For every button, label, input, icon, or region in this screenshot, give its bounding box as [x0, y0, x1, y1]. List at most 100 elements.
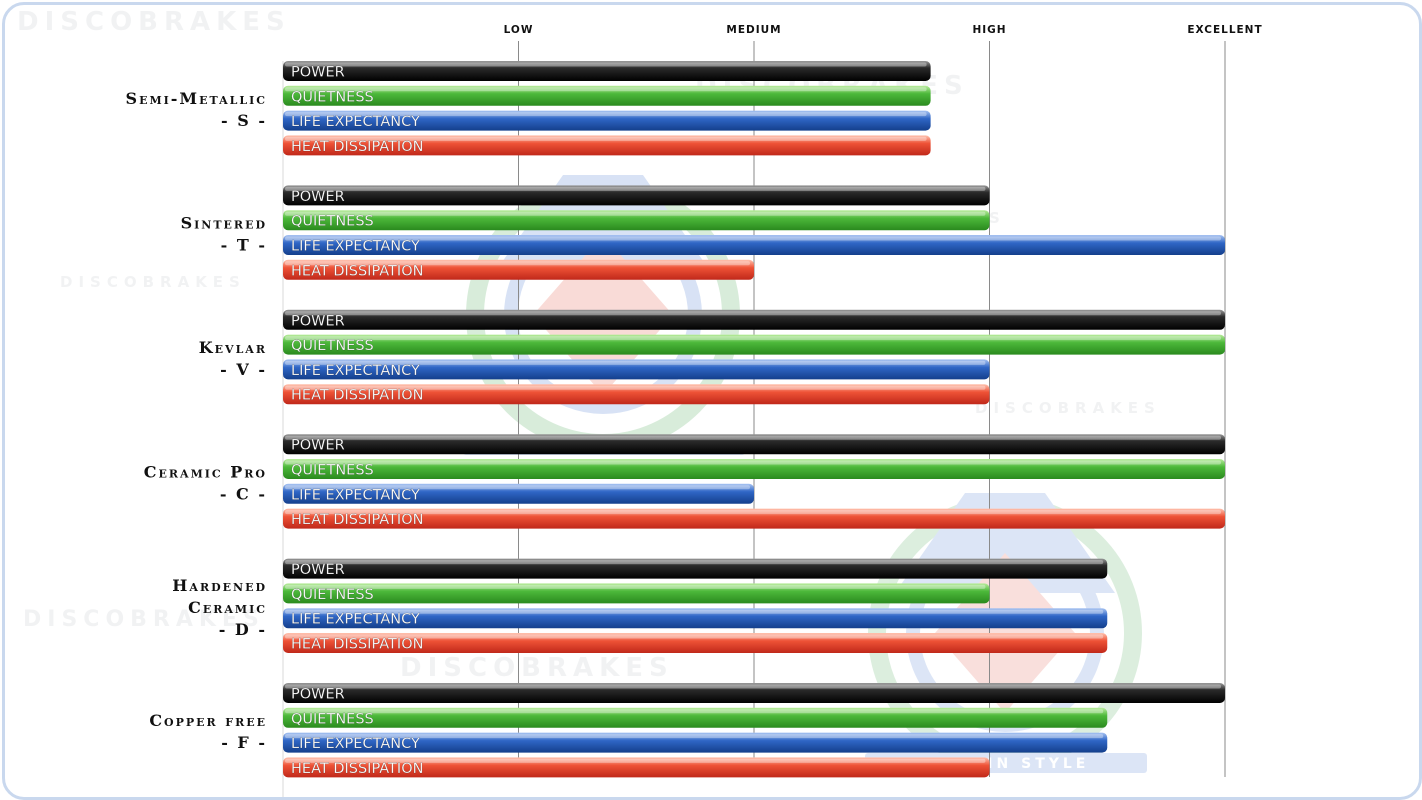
bar-gloss: [285, 62, 927, 67]
bar-heat-dissipation: HEAT DISSIPATION: [283, 135, 931, 156]
bar-gloss: [285, 734, 1104, 739]
bar-gloss: [285, 236, 1221, 241]
bar-power: POWER: [283, 309, 1225, 330]
bar-fill: [283, 259, 754, 280]
bar-label: POWER: [291, 438, 345, 454]
bar-gloss: [285, 87, 927, 92]
bar-life-expectancy: LIFE EXPECTANCY: [283, 110, 931, 131]
bar-power: POWER: [283, 61, 931, 81]
bar-gloss: [285, 634, 1104, 639]
bar-fill: [283, 309, 1225, 330]
bar-gloss: [285, 336, 1221, 341]
bar-gloss: [285, 510, 1221, 515]
bar-gloss: [285, 211, 986, 216]
bar-label: LIFE EXPECTANCY: [291, 114, 420, 130]
pad-type-label: Hardened: [172, 576, 267, 595]
bar-label: QUIETNESS: [291, 587, 374, 603]
bar-fill: [283, 85, 931, 106]
bar-heat-dissipation: HEAT DISSIPATION: [283, 633, 1108, 653]
bar-fill: [283, 459, 1225, 479]
bar-label: LIFE EXPECTANCY: [291, 612, 420, 628]
bar-gloss: [285, 460, 1221, 465]
pad-type-label: Kevlar: [199, 338, 267, 357]
bar-label: QUIETNESS: [291, 463, 374, 479]
level-label-medium: MEDIUM: [726, 24, 781, 36]
bar-gloss: [285, 186, 986, 191]
bar-gloss: [285, 385, 986, 390]
bar-fill: [283, 61, 931, 81]
bar-gloss: [285, 261, 750, 266]
bar-label: LIFE EXPECTANCY: [291, 487, 420, 503]
bar-gloss: [285, 758, 986, 763]
brake-pad-comparison-chart: STOP IN STYLESTOP IN STYLE LOWMEDIUMHIGH…: [126, 24, 1262, 797]
bar-gloss: [285, 560, 1104, 565]
bar-label: QUIETNESS: [291, 711, 374, 727]
bar-label: LIFE EXPECTANCY: [291, 736, 420, 752]
pad-type-label: - C -: [220, 484, 267, 503]
bar-label: POWER: [291, 65, 345, 81]
bar-fill: [283, 558, 1108, 579]
bar-fill: [283, 757, 990, 778]
bar-label: POWER: [291, 189, 345, 205]
bar-power: POWER: [283, 434, 1225, 455]
bar-fill: [283, 210, 990, 231]
bar-life-expectancy: LIFE EXPECTANCY: [283, 359, 990, 380]
level-label-low: LOW: [504, 24, 534, 36]
bar-fill: [283, 334, 1225, 355]
bar-fill: [283, 235, 1225, 255]
bar-label: QUIETNESS: [291, 214, 374, 230]
bar-quietness: QUIETNESS: [283, 459, 1225, 479]
bar-label: HEAT DISSIPATION: [291, 637, 423, 653]
bar-gloss: [285, 609, 1104, 614]
bar-gloss: [285, 112, 927, 117]
level-label-high: HIGH: [972, 24, 1006, 36]
pad-type-label: Ceramic: [188, 598, 267, 617]
bar-label: HEAT DISSIPATION: [291, 139, 423, 155]
bar-fill: [283, 135, 931, 156]
bar-gloss: [285, 136, 927, 141]
bar-label: HEAT DISSIPATION: [291, 263, 423, 279]
bar-heat-dissipation: HEAT DISSIPATION: [283, 757, 990, 778]
bar-gloss: [285, 584, 986, 589]
bar-quietness: QUIETNESS: [283, 85, 931, 106]
bar-quietness: QUIETNESS: [283, 334, 1225, 355]
pad-type-label: Copper free: [149, 711, 267, 730]
bar-gloss: [285, 485, 750, 490]
bar-gloss: [285, 709, 1104, 714]
metric-bars: POWER QUIETNESS LIFE EXPECTANCY HEAT DISSIP…: [283, 61, 1225, 778]
bar-label: LIFE EXPECTANCY: [291, 363, 420, 379]
bar-label: POWER: [291, 313, 345, 329]
bar-fill: [283, 583, 990, 604]
bar-fill: [283, 707, 1108, 728]
bar-power: POWER: [283, 185, 990, 206]
bar-label: LIFE EXPECTANCY: [291, 239, 420, 255]
bar-quietness: QUIETNESS: [283, 707, 1108, 728]
bar-fill: [283, 434, 1225, 455]
bar-label: HEAT DISSIPATION: [291, 761, 423, 777]
bar-life-expectancy: LIFE EXPECTANCY: [283, 483, 754, 504]
bar-fill: [283, 683, 1225, 703]
bar-gloss: [285, 360, 986, 365]
bar-quietness: QUIETNESS: [283, 583, 990, 604]
bar-fill: [283, 110, 931, 131]
bar-fill: [283, 732, 1108, 753]
bar-gloss: [285, 684, 1221, 689]
pad-type-label: - S -: [221, 111, 267, 130]
pad-type-label: - F -: [221, 733, 267, 752]
bar-life-expectancy: LIFE EXPECTANCY: [283, 732, 1108, 753]
pad-type-label: - D -: [219, 620, 267, 639]
bar-fill: [283, 359, 990, 380]
bar-gloss: [285, 435, 1221, 440]
bar-fill: [283, 508, 1225, 529]
pad-type-label: - V -: [220, 360, 267, 379]
bar-label: POWER: [291, 562, 345, 578]
bar-label: POWER: [291, 687, 345, 703]
pad-type-label: Sintered: [181, 214, 267, 233]
bar-heat-dissipation: HEAT DISSIPATION: [283, 384, 990, 405]
pad-type-label: - T -: [221, 236, 267, 255]
bar-gloss: [285, 311, 1221, 316]
level-label-excellent: EXCELLENT: [1187, 24, 1262, 36]
bar-fill: [283, 384, 990, 405]
bar-label: HEAT DISSIPATION: [291, 512, 423, 528]
